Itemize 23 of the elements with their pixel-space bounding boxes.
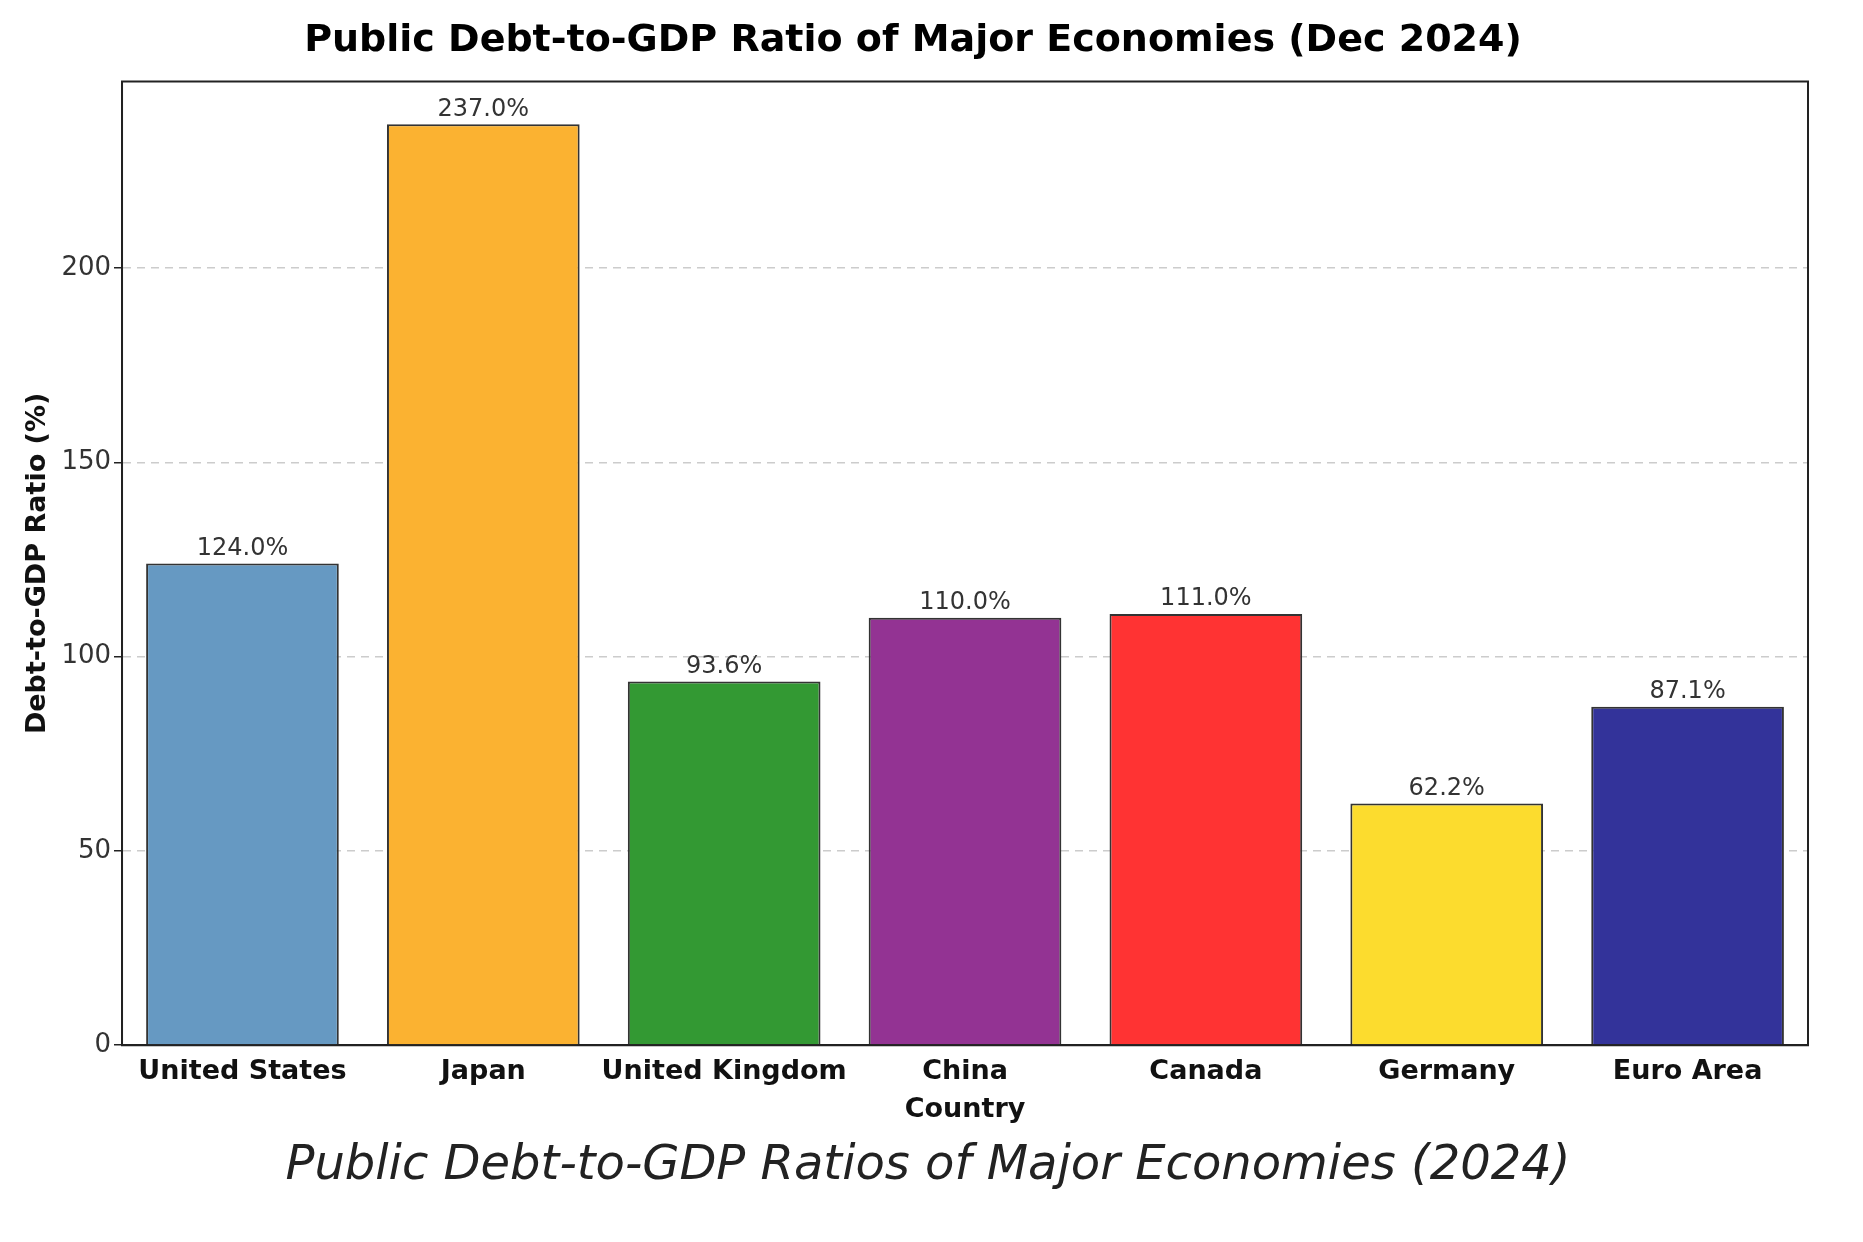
- x-tick-label: Japan: [438, 1054, 526, 1086]
- x-tick-label: China: [922, 1054, 1008, 1086]
- y-tick-label: 200: [61, 250, 112, 281]
- y-tick-label: 150: [61, 445, 112, 476]
- x-tick-label: Canada: [1149, 1054, 1263, 1086]
- x-axis-title: Country: [904, 1091, 1026, 1123]
- x-tick-label: United States: [138, 1054, 347, 1086]
- y-tick-label: 0: [94, 1027, 112, 1058]
- x-tick-label: Euro Area: [1612, 1054, 1763, 1086]
- data-label: 111.0%: [1160, 583, 1252, 612]
- y-tick-label: 100: [61, 639, 112, 670]
- x-tick-label: Germany: [1378, 1054, 1516, 1086]
- data-label: 124.0%: [196, 532, 289, 561]
- y-axis-title: Debt-to-GDP Ratio (%): [20, 392, 52, 735]
- x-tick-label: United Kingdom: [601, 1054, 847, 1086]
- y-tick-label: 50: [77, 833, 112, 864]
- data-label: 110.0%: [919, 587, 1011, 616]
- text: Public Debt-to-GDP Ratios of Major Economies (2024): [284, 1134, 1572, 1190]
- data-label: 237.0%: [437, 93, 530, 122]
- data-label: 93.6%: [686, 650, 763, 679]
- data-label: 62.2%: [1408, 772, 1485, 801]
- data-label: 87.1%: [1649, 676, 1726, 705]
- chart-title: Public Debt-to-GDP Ratio of Major Economies (Dec 2024): [304, 15, 1522, 60]
